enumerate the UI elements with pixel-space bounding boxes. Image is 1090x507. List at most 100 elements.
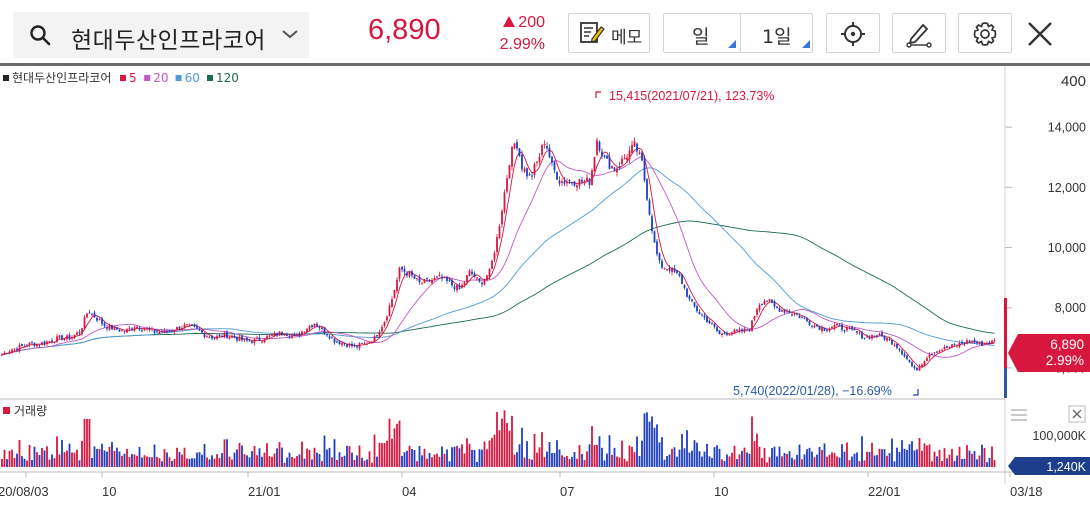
candle-body — [238, 336, 241, 341]
candle-body — [1, 354, 3, 356]
volume-bar — [531, 459, 533, 467]
candle-body — [511, 146, 513, 167]
candle-body — [503, 192, 506, 212]
volume-bar — [118, 451, 121, 467]
volume-bar — [38, 454, 41, 467]
volume-menu-icon[interactable] — [1011, 409, 1027, 421]
candle-body — [691, 299, 693, 302]
candle-body — [141, 330, 143, 332]
volume-bar — [458, 448, 461, 467]
volume-bar — [548, 441, 551, 467]
candle-body — [568, 180, 571, 182]
volume-bar — [553, 453, 556, 467]
draw-icon — [906, 23, 932, 48]
candle-body — [293, 334, 296, 336]
volume-bar — [203, 443, 206, 467]
volume-bar — [481, 449, 483, 467]
volume-bar — [583, 460, 586, 467]
stock-search-box[interactable]: 현대두산인프라코어 — [13, 12, 309, 58]
volume-bar — [563, 457, 566, 467]
price-chart[interactable]: 현대두산인프라코어 5 20 60 120 15,415(2021/07/21), 12… — [0, 66, 1090, 507]
crosshair-button[interactable] — [826, 13, 880, 53]
volume-bar — [723, 460, 726, 467]
volume-bar — [598, 436, 601, 467]
volume-bar — [963, 458, 966, 467]
volume-bar — [588, 444, 591, 467]
candle-body — [121, 330, 123, 332]
candle-body — [536, 161, 538, 163]
volume-bar — [366, 459, 368, 467]
volume-bar — [623, 458, 626, 467]
volume-bar — [541, 432, 543, 467]
candle-body — [886, 338, 888, 341]
volume-bar — [716, 445, 718, 467]
candle-body — [496, 237, 498, 253]
x-tick-label: 10 — [102, 484, 116, 499]
draw-button[interactable] — [892, 13, 946, 53]
volume-bar — [516, 452, 518, 467]
volume-bar — [568, 459, 571, 467]
volume-bar — [41, 447, 43, 467]
candle-body — [663, 267, 666, 269]
candle-body — [728, 333, 731, 336]
candle-body — [661, 260, 663, 268]
candle-body — [41, 342, 43, 345]
memo-button[interactable]: 메모 — [568, 13, 650, 53]
period-selector[interactable]: 일 1일 — [663, 13, 813, 53]
candle-body — [456, 284, 458, 291]
volume-bar — [626, 461, 628, 467]
candle-body — [191, 324, 193, 326]
close-icon[interactable] — [1026, 20, 1054, 48]
volume-bar — [253, 445, 256, 467]
volume-bar — [126, 448, 128, 467]
volume-bar — [466, 438, 468, 467]
candle-body — [48, 341, 51, 343]
candle-body — [423, 279, 426, 284]
candle-body — [976, 342, 978, 344]
volume-bar — [321, 461, 323, 467]
volume-bar — [271, 456, 273, 467]
volume-bar — [148, 457, 151, 467]
volume-bar — [188, 458, 191, 467]
volume-bar — [923, 443, 926, 467]
volume-bar — [121, 455, 123, 467]
candle-body — [578, 179, 581, 186]
volume-bar — [248, 457, 251, 467]
candle-body — [673, 268, 676, 272]
volume-close-icon[interactable] — [1068, 405, 1086, 423]
volume-bar — [273, 453, 276, 467]
volume-bar — [968, 450, 971, 467]
volume-bar — [438, 456, 441, 467]
candle-body — [811, 325, 813, 327]
volume-bar — [136, 455, 138, 467]
candle-body — [471, 271, 473, 274]
candle-body — [106, 327, 108, 329]
volume-bar — [958, 446, 961, 467]
volume-bar — [391, 438, 393, 467]
volume-bar — [901, 440, 903, 467]
volume-bar — [953, 460, 956, 467]
volume-bar — [976, 459, 978, 467]
candle-body — [43, 341, 46, 345]
candle-body — [676, 270, 678, 273]
settings-button[interactable] — [958, 13, 1012, 53]
candle-body — [313, 323, 316, 327]
candle-body — [436, 276, 438, 278]
candle-body — [266, 336, 268, 339]
candle-body — [706, 316, 708, 323]
candle-body — [276, 333, 278, 336]
volume-bar — [663, 459, 666, 467]
candle-body — [616, 168, 618, 173]
volume-bar — [678, 449, 681, 467]
candle-body — [736, 329, 738, 331]
volume-bar — [461, 444, 463, 467]
volume-bar — [771, 448, 773, 467]
volume-bar — [593, 445, 596, 467]
candle-body — [138, 327, 141, 330]
candle-body — [91, 313, 93, 315]
candle-body — [823, 327, 826, 331]
period-label[interactable]: 일 — [692, 26, 710, 48]
volume-bar — [423, 448, 426, 467]
volume-bar — [108, 446, 111, 467]
interval-label[interactable]: 1일 — [762, 26, 792, 48]
